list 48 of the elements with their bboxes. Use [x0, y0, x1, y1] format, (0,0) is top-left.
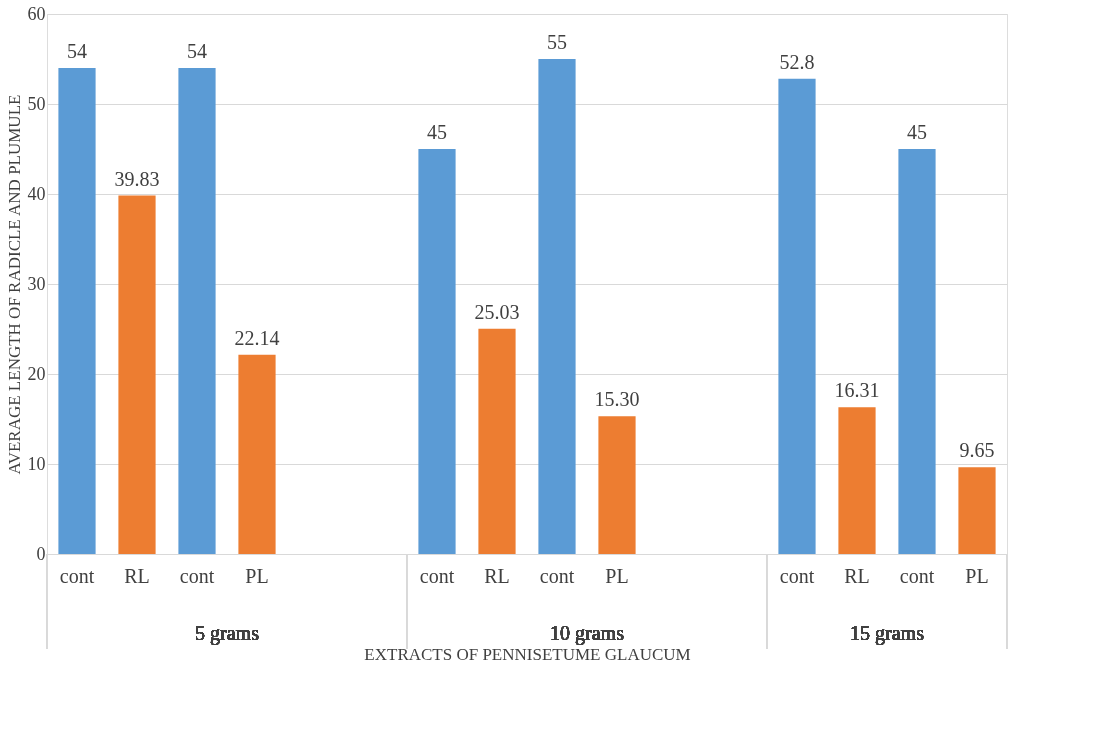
bar	[58, 68, 96, 554]
bar	[118, 195, 156, 554]
x-tick-label: RL	[484, 564, 510, 587]
data-label: 22.14	[234, 326, 280, 349]
x-tick-label: cont	[779, 564, 815, 587]
data-label: 54	[187, 40, 207, 62]
bar	[478, 328, 516, 554]
x-tick-label: PL	[965, 564, 989, 587]
y-tick-label: 10	[27, 453, 46, 474]
y-tick-label: 20	[27, 363, 46, 384]
data-label: 39.83	[114, 167, 160, 190]
bar	[418, 149, 456, 554]
x-tick-label: PL	[245, 564, 269, 587]
data-label: 54	[67, 40, 87, 62]
bar	[598, 416, 636, 554]
data-label: 55	[547, 31, 567, 53]
bar	[898, 149, 936, 554]
x-tick-label: cont	[899, 564, 935, 587]
x-axis-title: EXTRACTS OF PENNISETUME GLAUCUM	[364, 644, 691, 664]
data-label: 25.03	[474, 300, 520, 323]
data-label: 45	[427, 121, 447, 143]
x-tick-label: cont	[419, 564, 455, 587]
x-tick-label: PL	[605, 564, 629, 587]
y-axis-title: AVERAGE LENGTH OF RADICLE AND PLUMULE	[4, 94, 24, 475]
x-tick-label: RL	[124, 564, 150, 587]
x-tick-label: cont	[59, 564, 95, 587]
y-tick-label: 0	[36, 543, 46, 564]
x-tick-label: RL	[844, 564, 870, 587]
text: 10 grams	[550, 622, 625, 645]
text: 5 grams	[195, 622, 260, 645]
data-label: 45	[907, 121, 927, 143]
data-label: 9.65	[959, 439, 995, 462]
bar	[178, 68, 216, 554]
bar	[778, 78, 816, 554]
bar	[238, 354, 276, 554]
y-tick-label: 50	[27, 93, 46, 114]
bar	[538, 59, 576, 554]
data-label: 52.8	[779, 50, 815, 73]
bar	[958, 467, 996, 554]
y-tick-label: 40	[27, 183, 46, 204]
x-tick-label: cont	[179, 564, 215, 587]
data-label: 15.30	[594, 388, 640, 411]
y-tick-label: 30	[27, 273, 46, 294]
data-label: 16.31	[834, 379, 880, 402]
bar	[838, 407, 876, 554]
text: 15 grams	[850, 622, 925, 645]
x-tick-label: cont	[539, 564, 575, 587]
y-tick-label: 60	[27, 3, 46, 24]
